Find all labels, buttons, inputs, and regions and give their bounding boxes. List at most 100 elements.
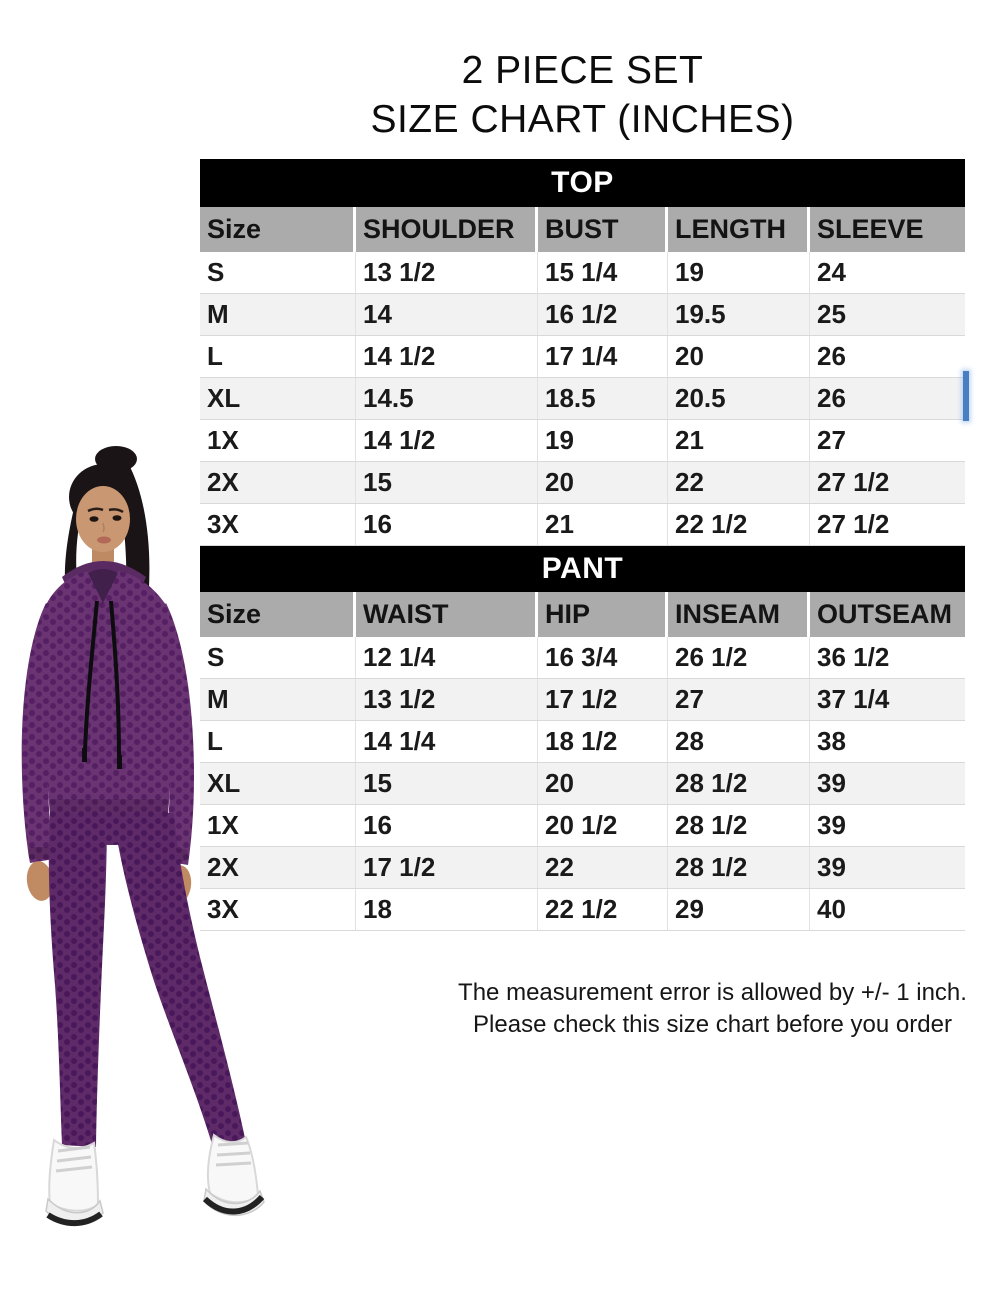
measurement-cell: 19 [538, 420, 668, 461]
measurement-cell: 27 [668, 679, 810, 720]
size-row-3x: 3X 18 22 1/2 29 40 [200, 889, 965, 931]
footer-line-2: Please check this size chart before you … [473, 1011, 952, 1038]
measurement-cell: 16 1/2 [538, 294, 668, 335]
measurement-cell: 15 [356, 763, 538, 804]
top-table-body: S 13 1/2 15 1/4 19 24 M 14 16 1/2 19.5 25 L 14 1/2 1… [200, 252, 965, 546]
measurement-cell: 28 1/2 [668, 847, 810, 888]
measurement-cell: 37 1/4 [817, 684, 890, 714]
measurement-cell: 27 [817, 425, 846, 455]
size-row-l: L 14 1/4 18 1/2 28 38 [200, 721, 965, 763]
measurement-cell: 22 1/2 [668, 504, 810, 545]
measurement-cell: 29 [668, 889, 810, 930]
text-cursor-artifact [963, 371, 969, 421]
measurement-cell: 27 1/2 [817, 509, 890, 539]
footer-line-1: The measurement error is allowed by +/- … [458, 979, 967, 1006]
measurement-cell: 39 [817, 768, 846, 798]
measurement-cell: 26 [817, 341, 846, 371]
size-label-cell: M [200, 294, 356, 335]
measurement-cell: 22 1/2 [538, 889, 668, 930]
size-row-xl: XL 14.5 18.5 20.5 26 [200, 378, 965, 420]
size-row-l: L 14 1/2 17 1/4 20 26 [200, 336, 965, 378]
page-title: 2 PIECE SET SIZE CHART (INCHES) [185, 46, 980, 144]
size-row-s: S 13 1/2 15 1/4 19 24 [200, 252, 965, 294]
size-chart-table: TOP Size SHOULDER BUST LENGTH SLEEVE S 13 1/2… [200, 159, 965, 931]
measurement-cell: 14.5 [356, 378, 538, 419]
size-row-2x: 2X 17 1/2 22 28 1/2 39 [200, 847, 965, 889]
measurement-cell: 39 [817, 810, 846, 840]
measurement-cell: 18 [356, 889, 538, 930]
measurement-cell: 18.5 [538, 378, 668, 419]
size-label-cell: 3X [200, 889, 356, 930]
size-label-cell: S [200, 637, 356, 678]
measurement-cell: 14 1/4 [356, 721, 538, 762]
title-line-2: SIZE CHART (INCHES) [370, 98, 795, 141]
model-photo [21, 446, 265, 1227]
size-label-cell: L [200, 336, 356, 377]
column-header-hip: HIP [538, 592, 668, 637]
title-line-1: 2 PIECE SET [461, 49, 704, 92]
column-header-bust: BUST [538, 207, 668, 252]
size-label-cell: 1X [200, 805, 356, 846]
measurement-cell: 18 1/2 [538, 721, 668, 762]
measurement-cell: 39 [817, 852, 846, 882]
column-header-size: Size [200, 207, 356, 252]
size-label-cell: L [200, 721, 356, 762]
measurement-cell: 17 1/4 [538, 336, 668, 377]
measurement-cell: 21 [538, 504, 668, 545]
measurement-cell: 22 [538, 847, 668, 888]
model-face [76, 486, 130, 552]
top-section-header: TOP [200, 159, 965, 207]
measurement-cell: 21 [668, 420, 810, 461]
size-label-cell: 1X [200, 420, 356, 461]
model-leggings [48, 813, 246, 1151]
pant-table-body: S 12 1/4 16 3/4 26 1/2 36 1/2 M 13 1/2 17 1/2 27… [200, 637, 965, 931]
size-label-cell: S [200, 252, 356, 293]
measurement-cell: 20 [538, 462, 668, 503]
size-label-cell: 2X [200, 847, 356, 888]
model-sneakers [45, 1133, 265, 1227]
size-row-m: M 14 16 1/2 19.5 25 [200, 294, 965, 336]
column-header-shoulder: SHOULDER [356, 207, 538, 252]
measurement-cell: 28 [668, 721, 810, 762]
measurement-cell: 13 1/2 [356, 679, 538, 720]
column-header-waist: WAIST [356, 592, 538, 637]
size-row-1x: 1X 16 20 1/2 28 1/2 39 [200, 805, 965, 847]
measurement-cell: 28 1/2 [668, 805, 810, 846]
measurement-cell: 26 1/2 [668, 637, 810, 678]
measurement-cell: 19 [668, 252, 810, 293]
measurement-cell: 16 [356, 805, 538, 846]
measurement-cell: 20 [538, 763, 668, 804]
column-header-size: Size [200, 592, 356, 637]
measurement-cell: 16 3/4 [538, 637, 668, 678]
size-row-xl: XL 15 20 28 1/2 39 [200, 763, 965, 805]
model-hoodie [21, 561, 194, 865]
column-header-outseam: OUTSEAM [817, 599, 952, 629]
column-header-inseam: INSEAM [668, 592, 810, 637]
measurement-cell: 26 [817, 383, 846, 413]
measurement-cell: 13 1/2 [356, 252, 538, 293]
hoodie-drawstrings [82, 600, 122, 769]
measurement-cell: 36 1/2 [817, 642, 890, 672]
measurement-cell: 27 1/2 [817, 467, 890, 497]
size-row-m: M 13 1/2 17 1/2 27 37 1/4 [200, 679, 965, 721]
column-header-sleeve: SLEEVE [817, 214, 924, 244]
size-label-cell: XL [200, 378, 356, 419]
measurement-cell: 14 [356, 294, 538, 335]
measurement-cell: 22 [668, 462, 810, 503]
measurement-cell: 28 1/2 [668, 763, 810, 804]
size-row-1x: 1X 14 1/2 19 21 27 [200, 420, 965, 462]
measurement-cell: 17 1/2 [538, 679, 668, 720]
hoodie-v-neck [88, 569, 118, 603]
measurement-cell: 20 1/2 [538, 805, 668, 846]
size-row-s: S 12 1/4 16 3/4 26 1/2 36 1/2 [200, 637, 965, 679]
size-label-cell: XL [200, 763, 356, 804]
measurement-cell: 16 [356, 504, 538, 545]
measurement-cell: 14 1/2 [356, 336, 538, 377]
measurement-cell: 15 1/4 [538, 252, 668, 293]
measurement-cell: 14 1/2 [356, 420, 538, 461]
pant-column-header-row: Size WAIST HIP INSEAM OUTSEAM [200, 592, 965, 637]
measurement-cell: 20 [668, 336, 810, 377]
size-label-cell: 2X [200, 462, 356, 503]
measurement-cell: 24 [817, 257, 846, 287]
